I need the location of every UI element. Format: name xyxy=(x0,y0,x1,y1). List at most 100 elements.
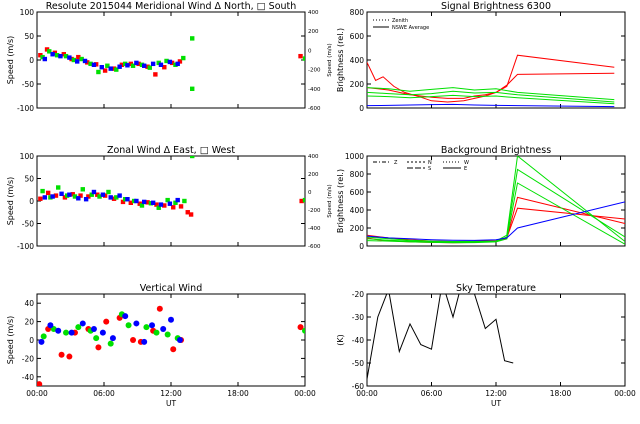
data-point xyxy=(181,55,186,61)
y-tick-label: 400 xyxy=(350,56,365,65)
data-point xyxy=(141,338,148,345)
data-point xyxy=(190,156,195,159)
data-point xyxy=(78,193,83,198)
y-tick-label: 800 xyxy=(350,170,365,179)
data-point xyxy=(103,318,110,325)
series-line xyxy=(367,196,625,244)
y-tick-label: 100 xyxy=(20,152,35,161)
panel-title: Resolute 2015044 Meridional Wind Δ North… xyxy=(46,1,297,12)
data-point xyxy=(148,201,154,206)
data-point xyxy=(142,199,147,205)
data-point xyxy=(47,322,54,329)
data-point xyxy=(45,190,51,196)
data-point xyxy=(75,59,80,64)
data-point xyxy=(125,197,130,202)
data-point xyxy=(69,56,74,62)
y2-axis-label: Speed (m/s) xyxy=(327,43,333,76)
data-point xyxy=(63,329,70,336)
data-point xyxy=(156,305,163,312)
data-point xyxy=(68,329,75,336)
y-tick-label: 800 xyxy=(350,8,365,17)
data-point xyxy=(153,329,160,336)
panel-title: Zonal Wind Δ East, □ West xyxy=(107,145,235,156)
y2-tick-label: -200 xyxy=(308,208,321,214)
data-point xyxy=(139,203,145,208)
data-point xyxy=(173,200,178,205)
data-point xyxy=(50,52,55,57)
data-point xyxy=(128,61,133,67)
data-point xyxy=(70,192,75,197)
data-point xyxy=(182,198,187,204)
data-point xyxy=(91,62,97,67)
legend-label: E xyxy=(464,166,467,172)
x-tick-label: 00:00 xyxy=(26,389,48,398)
data-point xyxy=(48,195,53,200)
data-point xyxy=(71,57,77,63)
y2-tick-label: 400 xyxy=(308,154,319,160)
data-point xyxy=(128,200,133,205)
plot-frame xyxy=(36,293,306,387)
data-point xyxy=(53,193,59,198)
panel-title: Background Brightness xyxy=(441,145,551,156)
series-line xyxy=(367,103,615,108)
data-point xyxy=(62,195,68,200)
data-point xyxy=(171,205,176,210)
y-tick-label: -60 xyxy=(352,382,364,391)
data-point xyxy=(83,197,89,202)
panel-title: Signal Brightness 6300 xyxy=(441,1,551,12)
data-point xyxy=(42,56,48,62)
y-tick-label: 0 xyxy=(29,56,34,65)
data-point xyxy=(93,335,100,342)
data-point xyxy=(177,59,183,64)
data-point xyxy=(99,329,106,336)
data-point xyxy=(38,196,43,201)
data-point xyxy=(150,200,156,205)
data-point xyxy=(79,320,86,327)
data-point xyxy=(302,197,305,203)
data-point xyxy=(143,324,150,331)
data-point xyxy=(156,60,161,66)
y2-tick-label: -200 xyxy=(308,68,321,74)
y-tick-label: -50 xyxy=(352,359,364,368)
x-tick-label: 12:00 xyxy=(160,389,182,398)
y-tick-label: -20 xyxy=(352,290,364,299)
y-tick-label: 0 xyxy=(359,242,364,251)
panel-3: Zonal Wind Δ East, □ West -100 -50 0 50 100 -6… xyxy=(6,145,333,251)
x-tick-label: 00:00 xyxy=(614,389,636,398)
series-line xyxy=(367,168,625,243)
series-line xyxy=(367,94,615,105)
y-axis-label: Speed (m/s) xyxy=(6,316,15,365)
data-point xyxy=(88,61,93,67)
legend-label: S xyxy=(428,166,431,172)
y-axis-label: Speed (m/s) xyxy=(6,177,15,226)
data-point xyxy=(147,65,152,70)
y-tick-label: 100 xyxy=(20,8,35,17)
data-point xyxy=(56,185,61,190)
data-point xyxy=(108,195,113,200)
data-point xyxy=(40,333,47,340)
x-tick-label: 18:00 xyxy=(550,389,572,398)
panel-1: Resolute 2015044 Meridional Wind Δ North… xyxy=(6,1,333,113)
data-point xyxy=(173,62,178,67)
data-point xyxy=(142,63,147,68)
data-point xyxy=(40,188,45,194)
data-point xyxy=(52,50,58,55)
data-point xyxy=(50,194,55,199)
data-point xyxy=(165,197,170,203)
data-point xyxy=(38,338,45,345)
data-point xyxy=(38,53,43,58)
x-tick-label: 06:00 xyxy=(93,389,115,398)
data-point xyxy=(58,53,63,59)
data-point xyxy=(145,200,150,205)
series-line xyxy=(367,182,625,245)
data-point xyxy=(99,65,104,70)
series-line xyxy=(367,87,615,101)
data-point xyxy=(150,61,156,67)
x-axis-label: UT xyxy=(491,399,501,408)
data-point xyxy=(102,193,108,198)
data-point xyxy=(153,72,158,77)
panel-title: Vertical Wind xyxy=(140,283,202,294)
data-point xyxy=(154,202,159,207)
y-tick-label: -40 xyxy=(22,373,34,382)
